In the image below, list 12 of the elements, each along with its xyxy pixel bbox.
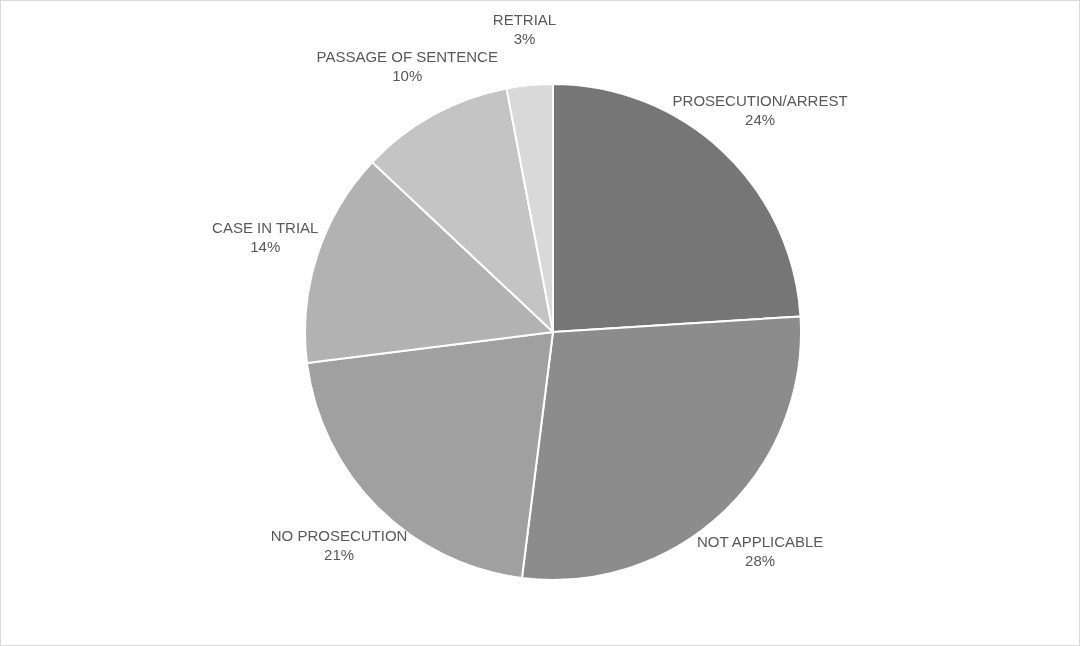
data-label: 21%: [324, 545, 355, 563]
slice-label: PASSAGE OF SENTENCE: [316, 47, 498, 65]
data-label: 14%: [250, 238, 281, 256]
slice-label: RETRIAL: [492, 11, 557, 29]
slice-label: CASE IN TRIAL: [212, 219, 319, 237]
data-label: 28%: [745, 552, 776, 570]
slice-label: NOT APPLICABLE: [696, 533, 824, 551]
data-label: 10%: [392, 66, 423, 84]
slice-label: PROSECUTION/ARREST: [672, 92, 848, 110]
data-label: 24%: [745, 111, 776, 129]
slice-label: NO PROSECUTION: [270, 526, 408, 544]
data-label: 3%: [513, 30, 536, 48]
